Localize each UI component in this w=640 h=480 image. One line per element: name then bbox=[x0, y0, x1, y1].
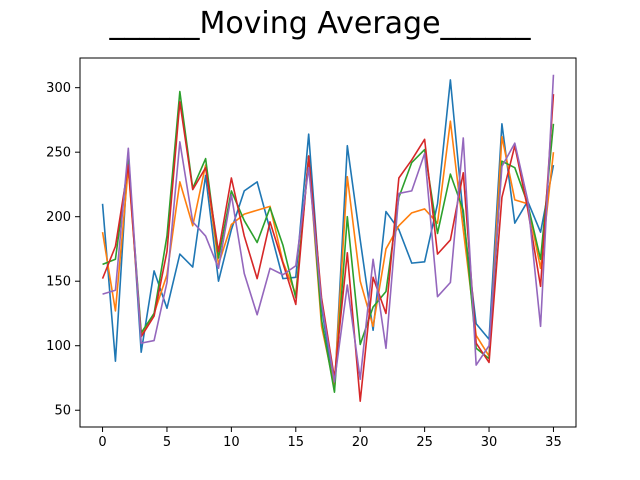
x-tick-label: 0 bbox=[98, 435, 106, 450]
y-tick-label: 50 bbox=[54, 404, 71, 419]
chart-title: ______Moving Average______ bbox=[108, 6, 531, 41]
y-tick-label: 200 bbox=[46, 210, 71, 225]
x-tick-label: 30 bbox=[481, 435, 498, 450]
x-tick-label: 25 bbox=[416, 435, 433, 450]
x-tick-label: 20 bbox=[352, 435, 369, 450]
x-tick-label: 15 bbox=[288, 435, 305, 450]
series-line-5 bbox=[102, 74, 555, 383]
plot-frame bbox=[79, 57, 577, 428]
x-tick-label: 10 bbox=[223, 435, 240, 450]
series-layer bbox=[101, 74, 555, 402]
y-tick-label: 250 bbox=[46, 146, 71, 161]
y-tick-label: 300 bbox=[46, 81, 71, 96]
y-tick-label: 150 bbox=[46, 275, 71, 290]
axes-layer: 0 5 10 15 20 25 30 35 50 100 150 200 250 300 bbox=[46, 57, 577, 450]
x-tick-label: 5 bbox=[163, 435, 171, 450]
series-line-1 bbox=[101, 79, 555, 392]
series-line-3 bbox=[102, 90, 555, 393]
x-tick-label: 35 bbox=[545, 435, 562, 450]
y-tick-label: 100 bbox=[46, 339, 71, 354]
